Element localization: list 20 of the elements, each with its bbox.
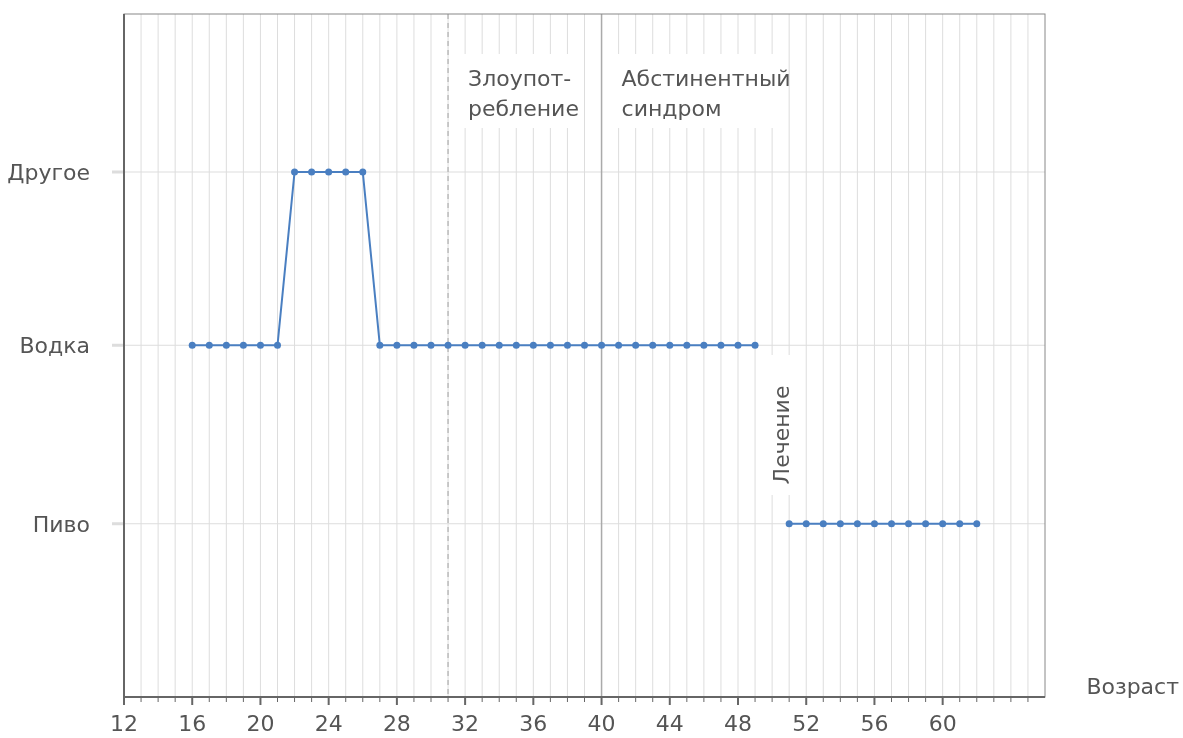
x-tick-label: 44 — [655, 711, 684, 736]
x-tick-label: 52 — [792, 711, 821, 736]
ref-line-label: Злоупот- ребление — [468, 66, 579, 121]
x-tick-label: 40 — [587, 711, 616, 736]
ref-line-label: Абстинентный синдром — [621, 66, 791, 121]
x-tick-label: 36 — [519, 711, 548, 736]
x-tick-label: 48 — [724, 711, 752, 736]
x-axis-title: Возраст — [1086, 674, 1180, 699]
annotation: Лечение — [769, 385, 794, 485]
x-tick-label: 24 — [314, 711, 343, 736]
x-tick-label: 32 — [451, 711, 480, 736]
ref-line-label: Пиво — [32, 511, 90, 537]
x-tick-label: 60 — [928, 711, 957, 736]
x-tick-label: 20 — [246, 711, 275, 736]
x-tick-label: 56 — [860, 711, 889, 736]
x-tick-label: 12 — [110, 711, 138, 736]
ref-line-label: Другое — [7, 160, 90, 185]
x-tick-label: 28 — [382, 711, 411, 736]
x-tick-label: 16 — [178, 711, 207, 736]
ref-line-label: Водка — [19, 333, 90, 359]
